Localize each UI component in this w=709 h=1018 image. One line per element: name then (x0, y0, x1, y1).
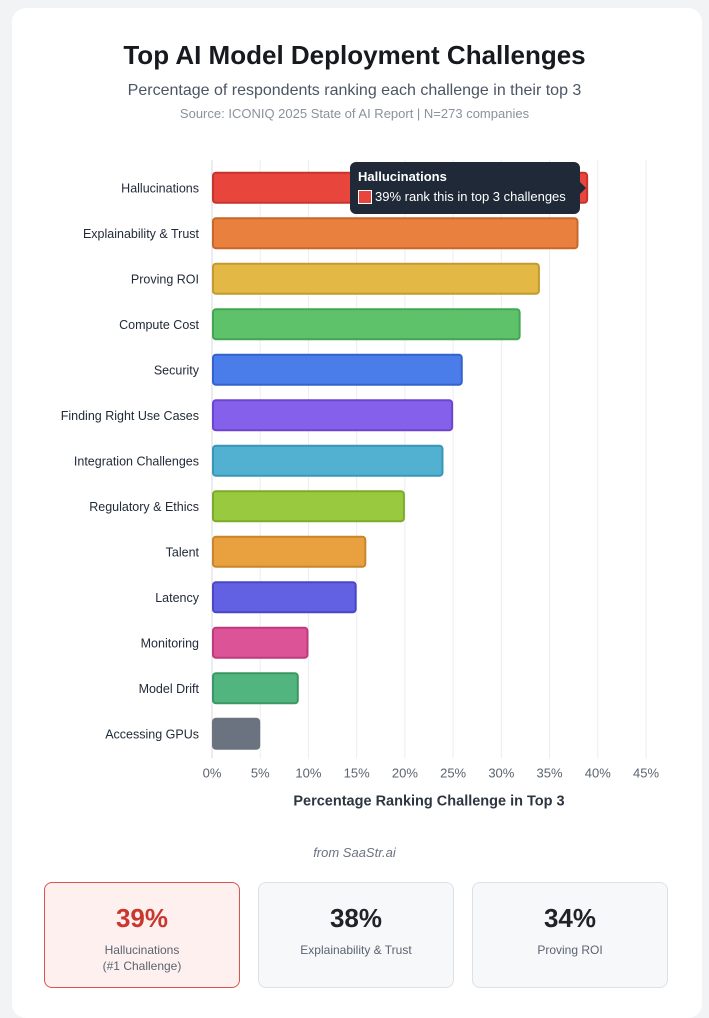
stat-card-proving-roi: 34% Proving ROI (472, 882, 668, 988)
category-label: Hallucinations (121, 181, 199, 195)
stat-label: Hallucinations (104, 943, 180, 957)
bar (212, 626, 309, 659)
bar (212, 581, 357, 614)
x-tick-label: 35% (537, 766, 563, 781)
x-tick-label: 10% (295, 766, 321, 781)
stat-label: Explainability & Trust (300, 943, 412, 957)
stat-value: 38% (329, 903, 383, 933)
x-tick-label: 40% (585, 766, 611, 781)
bar (212, 535, 367, 568)
tooltip-text: 39% rank this in top 3 challenges (375, 189, 566, 204)
bar (212, 262, 540, 295)
bar (212, 353, 463, 386)
bar (212, 672, 299, 705)
category-label: Explainability & Trust (83, 227, 200, 241)
stat-sublabel: (#1 Challenge) (102, 959, 182, 973)
stat-value: 34% (543, 903, 597, 933)
category-label: Talent (166, 545, 200, 559)
chart-tooltip: Hallucinations 39% rank this in top 3 ch… (350, 162, 586, 214)
stat-label: Proving ROI (537, 943, 603, 957)
bar (212, 399, 454, 432)
bar (212, 308, 521, 341)
x-tick-label: 25% (440, 766, 466, 781)
bar (212, 444, 444, 477)
chart-source: Source: ICONIQ 2025 State of AI Report |… (179, 106, 530, 121)
page-title: Top AI Model Deployment Challenges (123, 40, 586, 70)
bar (212, 217, 579, 250)
stat-value: 39% (115, 903, 169, 933)
tooltip-title: Hallucinations (358, 169, 447, 184)
credit-text: from SaaStr.ai (313, 845, 396, 860)
bar (212, 490, 405, 523)
bar-chart: 0% 5% 10% 15% 20% 25% 30% 35% 40% 45% Hallucinatio… (61, 160, 659, 810)
x-tick-label: 30% (488, 766, 514, 781)
category-label: Integration Challenges (74, 454, 199, 468)
chart-subtitle: Percentage of respondents ranking each c… (127, 82, 582, 99)
tooltip-caret (580, 182, 586, 194)
x-tick-label: 0% (203, 766, 222, 781)
bar (212, 717, 261, 750)
stat-card-hallucinations: 39% Hallucinations (#1 Challenge) (44, 882, 240, 988)
category-label: Model Drift (139, 682, 200, 696)
x-tick-label: 20% (392, 766, 418, 781)
category-label: Regulatory & Ethics (89, 500, 199, 514)
x-tick-label: 5% (251, 766, 270, 781)
x-tick-label: 15% (344, 766, 370, 781)
x-axis-title: Percentage Ranking Challenge in Top 3 (293, 794, 564, 810)
category-label: Latency (155, 591, 200, 605)
category-label: Security (154, 363, 200, 377)
tooltip-color-swatch (358, 189, 372, 204)
category-label: Accessing GPUs (105, 727, 199, 741)
category-label: Monitoring (141, 636, 199, 650)
x-tick-label: 45% (633, 766, 659, 781)
category-label: Finding Right Use Cases (61, 409, 199, 423)
stat-card-explainability: 38% Explainability & Trust (258, 882, 454, 988)
category-label: Compute Cost (119, 318, 199, 332)
category-label: Proving ROI (131, 272, 199, 286)
